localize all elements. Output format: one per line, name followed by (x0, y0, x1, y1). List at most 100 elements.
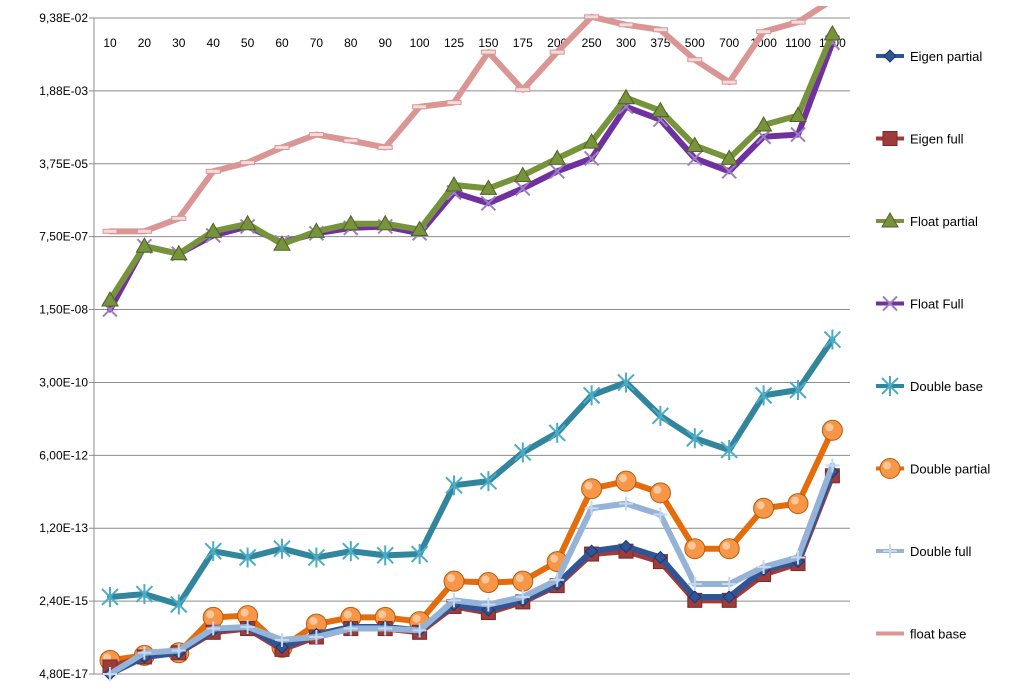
legend-marker (882, 295, 898, 312)
data-point (651, 405, 670, 426)
data-point (684, 538, 706, 560)
data-point (515, 589, 530, 604)
x-tick-label: 20 (138, 36, 152, 50)
data-point (135, 237, 154, 253)
marker-highlight (206, 610, 215, 619)
x-tick-label: 150 (478, 36, 498, 50)
series-double-base (101, 329, 842, 615)
data-point (238, 214, 257, 231)
legend-item: Eigen partial (876, 49, 982, 64)
data-point (101, 291, 119, 307)
legend-item: Double base (876, 376, 983, 396)
data-point (619, 496, 633, 511)
y-tick-label: 2,40E-15 (39, 594, 88, 608)
data-point (206, 621, 221, 636)
data-point (446, 100, 462, 106)
data-point (136, 228, 152, 234)
data-point (787, 493, 809, 515)
data-point (274, 144, 290, 150)
data-point (652, 27, 668, 33)
data-point (653, 507, 668, 522)
x-tick-label: 250 (582, 36, 602, 50)
data-point (720, 149, 739, 165)
x-tick-label: 175 (513, 36, 533, 50)
x-tick-label: 100 (410, 36, 430, 50)
data-point (273, 538, 291, 559)
marker-highlight (515, 574, 524, 583)
y-tick-label: 6,00E-12 (39, 448, 88, 462)
data-point (307, 547, 326, 568)
legend-marker (883, 49, 897, 63)
data-point (821, 419, 843, 441)
x-tick-label: 70 (310, 36, 324, 50)
data-point (101, 586, 119, 607)
data-point (548, 149, 567, 165)
data-point (823, 24, 842, 41)
data-point (685, 136, 704, 153)
data-point (582, 385, 601, 406)
data-point (718, 538, 740, 560)
data-point (514, 442, 532, 463)
data-point (240, 160, 256, 166)
series-line (107, 6, 829, 235)
legend-label: Float Full (910, 297, 964, 312)
data-point (581, 478, 603, 500)
data-point (790, 19, 806, 25)
x-tick-label: 40 (207, 36, 221, 50)
data-point (410, 220, 429, 237)
marker-highlight (619, 474, 627, 483)
data-point (445, 475, 463, 496)
x-tick-label: 30 (172, 36, 186, 50)
marker-highlight (309, 617, 318, 626)
data-point (653, 550, 668, 565)
data-point (687, 577, 702, 592)
data-point (722, 577, 737, 592)
data-point (378, 621, 393, 636)
data-point (445, 176, 463, 192)
data-point (512, 570, 534, 592)
data-point (584, 544, 599, 558)
data-point (756, 559, 771, 574)
y-tick-label: 7,50E-07 (39, 230, 88, 244)
y-tick-label: 1,20E-13 (39, 521, 88, 535)
legend-label: Double base (910, 379, 983, 394)
data-point (548, 422, 566, 443)
y-tick-label: 3,00E-10 (39, 375, 88, 389)
data-point (618, 22, 634, 28)
data-point (308, 132, 324, 138)
data-point (170, 594, 188, 615)
data-point (619, 539, 633, 554)
data-point (135, 584, 154, 605)
data-point (273, 235, 291, 251)
data-point (343, 138, 359, 144)
data-point (515, 87, 531, 93)
legend-item: Double partial (876, 458, 990, 479)
legend-marker (881, 211, 899, 228)
marker-highlight (653, 485, 662, 494)
marker-highlight (722, 541, 731, 550)
x-tick-label: 125 (444, 36, 464, 50)
data-point (721, 163, 737, 180)
data-point (789, 380, 807, 401)
data-point (171, 643, 186, 658)
data-point (240, 619, 255, 634)
data-point (825, 458, 840, 473)
data-point (790, 126, 806, 143)
x-tick-label: 300 (616, 36, 636, 50)
series-line (107, 336, 836, 608)
data-point (412, 104, 428, 110)
data-point (204, 541, 222, 562)
legend-marker (882, 131, 898, 146)
data-point (307, 222, 326, 238)
data-point (649, 482, 671, 504)
data-point (103, 667, 117, 681)
data-point (615, 470, 637, 492)
data-point (275, 640, 289, 655)
y-tick-label: 3,75E-05 (39, 157, 88, 171)
series-line (107, 30, 836, 304)
data-point (204, 222, 223, 238)
data-point (412, 623, 427, 638)
marker-highlight (825, 423, 834, 432)
data-point (687, 150, 703, 167)
data-point (515, 180, 531, 197)
